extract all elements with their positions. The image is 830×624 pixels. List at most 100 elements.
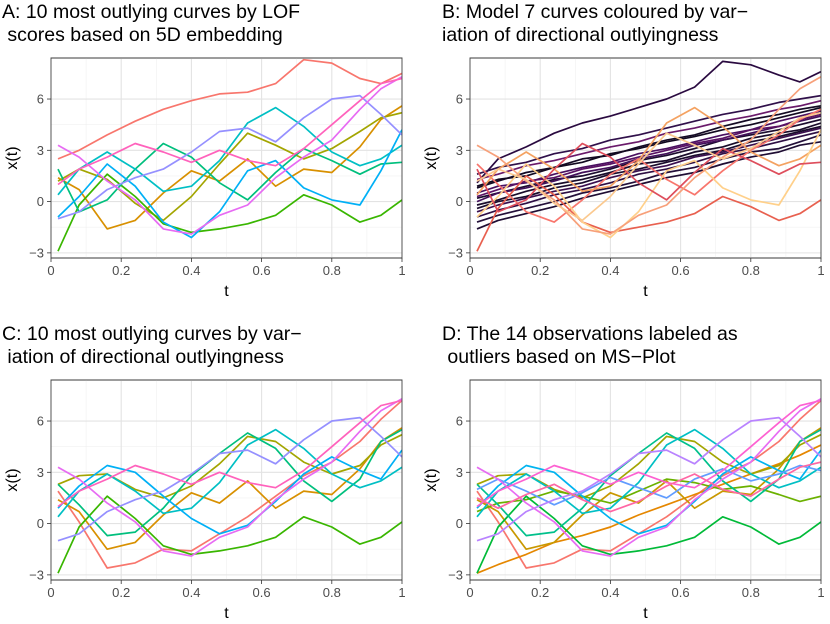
series-line-1 xyxy=(57,399,402,569)
series-line-12 xyxy=(476,398,821,557)
series-line-2 xyxy=(57,427,402,551)
x-tick-label: 0.6 xyxy=(253,263,271,278)
y-axis-label: x(t) xyxy=(423,468,440,491)
y-tick-label: 3 xyxy=(456,465,463,480)
x-tick-label: 0.2 xyxy=(531,263,549,278)
series-line-11 xyxy=(476,416,821,542)
y-tick-label: 0 xyxy=(37,194,44,209)
plot-border xyxy=(50,57,403,259)
x-tick-label: 0.2 xyxy=(112,585,130,600)
series-line-5 xyxy=(476,134,821,223)
x-tick-label: 1 xyxy=(398,263,405,278)
series-line-22 xyxy=(476,111,821,222)
x-tick-label: 0.8 xyxy=(742,263,760,278)
series-line-9 xyxy=(476,140,821,230)
series-group xyxy=(57,398,402,574)
x-axis-label: t xyxy=(643,605,648,622)
panel-title-line: iation of directional outlyingness xyxy=(2,346,284,368)
x-tick-label: 0.6 xyxy=(672,585,690,600)
series-line-16 xyxy=(476,108,821,223)
x-axis-label: t xyxy=(224,283,229,300)
y-tick-label: −3 xyxy=(448,245,463,260)
series-line-2 xyxy=(57,105,402,230)
x-tick-label: 0.4 xyxy=(601,585,619,600)
y-tick-label: 0 xyxy=(37,516,44,531)
x-tick-label: 0.2 xyxy=(531,585,549,600)
series-line-15 xyxy=(476,99,821,181)
x-tick-label: 0.4 xyxy=(601,263,619,278)
panel-title-line: A: 10 most outlying curves by LOF xyxy=(2,1,300,23)
plot-border xyxy=(469,379,822,581)
series-line-8 xyxy=(57,94,402,220)
series-line-10 xyxy=(57,77,402,186)
series-line-5 xyxy=(476,478,821,513)
x-tick-label: 0 xyxy=(47,585,54,600)
x-tick-label: 0.8 xyxy=(323,585,341,600)
x-tick-label: 0.4 xyxy=(182,263,200,278)
series-line-4 xyxy=(57,495,402,574)
x-tick-label: 1 xyxy=(817,263,824,278)
series-line-14 xyxy=(476,461,821,513)
series-line-10 xyxy=(57,399,402,508)
x-axis-label: t xyxy=(643,283,648,300)
x-tick-label: 0.4 xyxy=(182,585,200,600)
x-tick-label: 0 xyxy=(47,263,54,278)
series-line-2 xyxy=(476,444,821,574)
x-tick-label: 0.6 xyxy=(253,585,271,600)
series-line-9 xyxy=(57,76,402,235)
series-line-1 xyxy=(57,58,402,160)
series-line-4 xyxy=(57,173,402,252)
y-tick-label: 6 xyxy=(37,414,44,429)
panel-title-line: scores based on 5D embedding xyxy=(2,24,283,46)
series-line-12 xyxy=(476,130,821,218)
y-tick-label: 3 xyxy=(37,143,44,158)
series-group xyxy=(57,58,402,252)
y-tick-label: 6 xyxy=(37,92,44,107)
plot-border xyxy=(469,57,822,259)
series-line-8 xyxy=(57,416,402,542)
y-tick-label: 3 xyxy=(456,143,463,158)
series-line-1 xyxy=(476,399,821,569)
x-axis-label: t xyxy=(224,605,229,622)
x-tick-label: 0.8 xyxy=(742,585,760,600)
series-line-7 xyxy=(57,129,402,239)
panel-title-line: outliers based on MS−Plot xyxy=(442,346,676,368)
series-line-13 xyxy=(476,399,821,508)
series-line-1 xyxy=(476,60,821,184)
series-line-5 xyxy=(57,428,402,537)
x-tick-label: 0 xyxy=(466,585,473,600)
series-line-6 xyxy=(476,495,821,574)
x-tick-label: 0.8 xyxy=(323,263,341,278)
series-line-13 xyxy=(476,113,821,198)
y-axis-label: x(t) xyxy=(423,146,440,169)
series-line-9 xyxy=(476,449,821,535)
panel-title-line: B: Model 7 curves coloured by var− xyxy=(442,1,748,23)
y-tick-label: 3 xyxy=(37,465,44,480)
y-tick-label: −3 xyxy=(29,567,44,582)
series-line-11 xyxy=(476,106,821,188)
series-line-18 xyxy=(476,106,821,196)
panel-title-line: D: The 14 observations labeled as xyxy=(442,323,738,345)
panel-title-line: iation of directional outlyingness xyxy=(442,24,719,46)
y-axis-label: x(t) xyxy=(4,468,21,491)
y-tick-label: −3 xyxy=(448,567,463,582)
series-line-8 xyxy=(476,94,821,176)
y-tick-label: 6 xyxy=(456,92,463,107)
x-tick-label: 0 xyxy=(466,263,473,278)
series-group xyxy=(476,60,821,252)
y-tick-label: 6 xyxy=(456,414,463,429)
y-tick-label: 0 xyxy=(456,516,463,531)
series-line-17 xyxy=(476,175,821,252)
series-line-21 xyxy=(476,142,821,213)
x-tick-label: 1 xyxy=(817,585,824,600)
x-tick-label: 0.6 xyxy=(672,263,690,278)
x-tick-label: 1 xyxy=(398,585,405,600)
plot-border xyxy=(50,379,403,581)
series-group xyxy=(476,398,821,574)
series-line-7 xyxy=(57,449,402,535)
